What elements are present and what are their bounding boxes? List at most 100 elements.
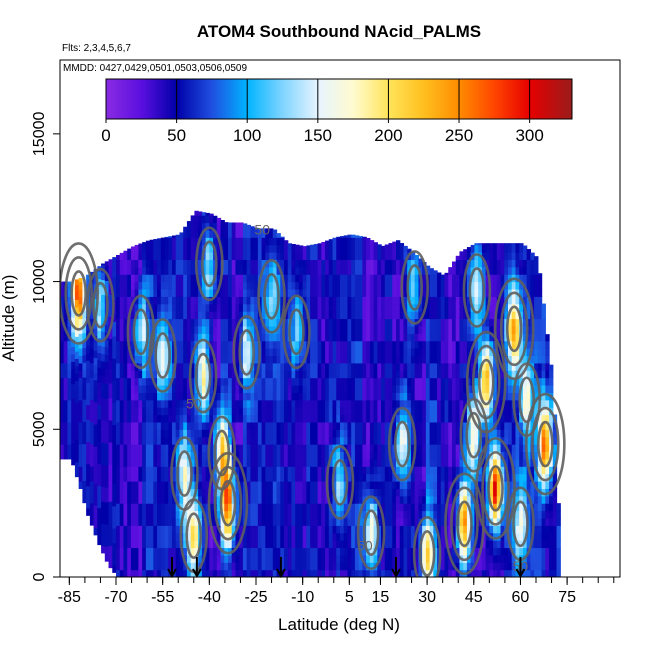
- heatmap-cell: [86, 456, 91, 465]
- heatmap-cell: [272, 392, 278, 401]
- heatmap-cell: [358, 377, 363, 386]
- heatmap-cell: [351, 274, 356, 283]
- heatmap-cell: [425, 384, 431, 393]
- heatmap-cell: [86, 382, 91, 391]
- heatmap-cell: [287, 392, 293, 401]
- heatmap-cell: [246, 303, 251, 312]
- heatmap-cell: [410, 569, 416, 577]
- heatmap-cell: [433, 458, 438, 467]
- heatmap-cell: [425, 414, 431, 423]
- heatmap-cell: [358, 288, 363, 297]
- heatmap-cell: [474, 554, 479, 563]
- heatmap-cell: [71, 353, 76, 362]
- heatmap-cell: [463, 370, 468, 379]
- heatmap-cell: [440, 510, 446, 519]
- heatmap-cell: [130, 473, 136, 482]
- heatmap-cell: [276, 384, 281, 393]
- heatmap-cell: [60, 399, 65, 408]
- heatmap-cell: [298, 495, 304, 504]
- heatmap-cell: [205, 466, 210, 475]
- heatmap-cell: [74, 432, 80, 441]
- heatmap-cell: [328, 495, 334, 504]
- heatmap-cell: [127, 296, 132, 305]
- heatmap-cell: [224, 311, 229, 320]
- heatmap-cell: [384, 355, 390, 364]
- heatmap-cell: [362, 436, 367, 445]
- heatmap-cell: [470, 274, 475, 283]
- heatmap-cell: [321, 458, 326, 467]
- heatmap-cell: [179, 429, 184, 438]
- heatmap-cell: [239, 569, 244, 577]
- heatmap-cell: [429, 407, 434, 416]
- heatmap-cell: [403, 547, 408, 556]
- heatmap-cell: [190, 215, 195, 224]
- heatmap-cell: [250, 384, 255, 393]
- heatmap-cell: [347, 355, 352, 364]
- heatmap-cell: [276, 318, 281, 327]
- heatmap-cell: [257, 244, 263, 253]
- heatmap-cell: [172, 325, 177, 334]
- heatmap-cell: [403, 510, 408, 519]
- heatmap-cell: [104, 494, 110, 503]
- heatmap-cell: [403, 296, 408, 305]
- heatmap-cell: [440, 451, 446, 460]
- heatmap-cell: [425, 355, 431, 364]
- heatmap-cell: [246, 466, 251, 475]
- heatmap-cell: [291, 480, 296, 489]
- heatmap-cell: [466, 421, 472, 430]
- heatmap-cell: [410, 495, 416, 504]
- heatmap-cell: [298, 325, 304, 334]
- heatmap-cell: [269, 495, 274, 504]
- heatmap-cell: [343, 311, 349, 320]
- heatmap-cell: [306, 245, 311, 253]
- heatmap-cell: [396, 399, 401, 408]
- heatmap-cell: [310, 318, 315, 327]
- heatmap-cell: [284, 480, 289, 489]
- heatmap-cell: [201, 540, 207, 549]
- heatmap-cell: [332, 436, 337, 445]
- heatmap-cell: [388, 517, 393, 526]
- heatmap-cell: [459, 318, 464, 327]
- heatmap-cell: [123, 562, 128, 571]
- heatmap-cell: [78, 421, 83, 430]
- heatmap-cell: [175, 318, 181, 327]
- heatmap-cell: [410, 281, 416, 290]
- heatmap-cell: [123, 370, 128, 379]
- heatmap-cell: [284, 554, 289, 563]
- heatmap-cell: [440, 362, 446, 371]
- heatmap-cell: [250, 370, 255, 379]
- heatmap-cell: [459, 480, 464, 489]
- heatmap-cell: [67, 288, 72, 297]
- heatmap-cell: [325, 266, 330, 275]
- heatmap-cell: [437, 333, 442, 342]
- heatmap-cell: [388, 495, 393, 504]
- heatmap-cell: [116, 473, 121, 482]
- heatmap-cell: [433, 562, 438, 571]
- heatmap-cell: [175, 370, 181, 379]
- heatmap-cell: [168, 288, 173, 297]
- heatmap-cell: [287, 288, 293, 297]
- heatmap-cell: [254, 259, 259, 268]
- heatmap-cell: [179, 252, 184, 261]
- heatmap-cell: [403, 525, 408, 534]
- heatmap-cell: [321, 466, 326, 475]
- heatmap-cell: [396, 296, 401, 305]
- heatmap-cell: [112, 313, 117, 322]
- heatmap-cell: [276, 325, 281, 334]
- heatmap-cell: [448, 503, 453, 512]
- heatmap-cell: [71, 294, 76, 303]
- heatmap-cell: [396, 340, 401, 349]
- heatmap-cell: [418, 318, 423, 327]
- heatmap-cell: [433, 274, 438, 283]
- heatmap-cell: [291, 421, 296, 430]
- heatmap-cell: [369, 421, 375, 430]
- heatmap-cell: [175, 532, 181, 541]
- heatmap-cell: [145, 554, 151, 563]
- heatmap-cell: [347, 296, 352, 305]
- heatmap-cell: [302, 348, 307, 357]
- heatmap-cell: [302, 510, 307, 519]
- heatmap-cell: [209, 325, 214, 334]
- heatmap-cell: [205, 362, 210, 371]
- heatmap-cell: [452, 414, 457, 423]
- heatmap-cell: [186, 274, 192, 283]
